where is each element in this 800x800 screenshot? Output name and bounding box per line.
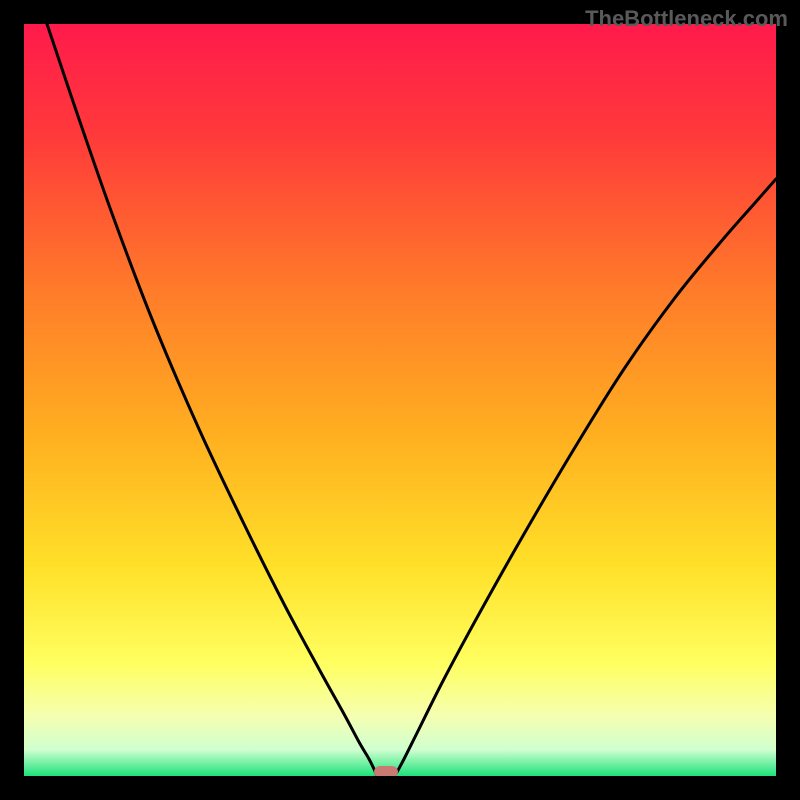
gradient-background: [24, 24, 776, 776]
plot-area: [24, 24, 776, 776]
chart-frame: TheBottleneck.com: [0, 0, 800, 800]
minimum-marker: [374, 766, 398, 776]
watermark-text: TheBottleneck.com: [585, 6, 788, 32]
